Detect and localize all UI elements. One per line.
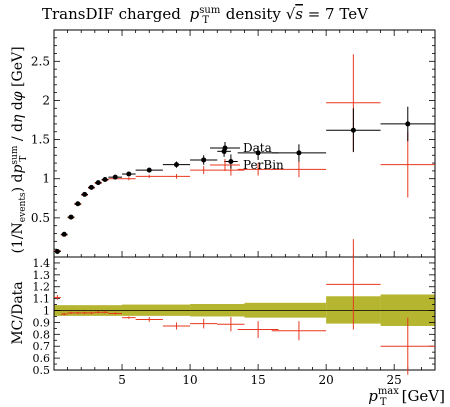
lower-y-tick-label: 1.4 xyxy=(33,257,51,270)
perbin-point-9 xyxy=(122,177,136,181)
perbin-point-10 xyxy=(135,174,163,178)
ratio-perbin-point-5 xyxy=(88,311,95,315)
data-point-11 xyxy=(162,161,191,168)
data-point-12 xyxy=(190,155,218,165)
ratio-perbin-point-17 xyxy=(380,317,435,375)
legend-item-data: Data xyxy=(210,141,272,155)
ratio-perbin-point-7 xyxy=(101,311,109,314)
ratio-perbin-point-8 xyxy=(108,312,123,315)
x-tick-label: 5 xyxy=(118,373,126,387)
ratio-perbin-point-3 xyxy=(74,311,82,315)
upper-panel: 0.5 1 1.5 2 2.5 xyxy=(31,29,436,258)
lower-y-tick-label: 1.2 xyxy=(33,281,51,294)
x-axis-label: pmax T [GeV] xyxy=(368,386,445,407)
perbin-point-17 xyxy=(380,131,435,198)
legend-item-perbin: PerBin xyxy=(210,158,284,172)
ratio-perbin-point-13 xyxy=(217,317,245,332)
ratio-perbin-point-4 xyxy=(81,311,89,315)
data-point-6 xyxy=(94,180,102,186)
data-point-8 xyxy=(108,174,123,180)
ratio-perbin-point-1 xyxy=(60,312,68,316)
upper-y-tick-label: 2 xyxy=(42,93,50,107)
upper-y-tick-label: 1.5 xyxy=(31,133,50,147)
lower-y-tick-label: 0.6 xyxy=(33,352,51,365)
ratio-perbin-point-16 xyxy=(326,239,381,330)
upper-y-tick-label: 0.5 xyxy=(31,211,50,225)
data-point-1 xyxy=(60,231,68,237)
ratio-perbin-point-0 xyxy=(54,295,61,300)
perbin-point-15 xyxy=(271,161,327,178)
ratio-perbin-point-12 xyxy=(190,318,218,329)
chart-title: TransDIF charged psum T density √s = 7 Te… xyxy=(42,5,369,26)
data-point-2 xyxy=(67,214,75,220)
upper-y-tick-label: 2.5 xyxy=(31,54,50,68)
data-point-14 xyxy=(224,154,238,169)
lower-y-tick-label: 1.1 xyxy=(33,293,51,306)
lower-y-axis-label: MC/Data xyxy=(10,281,26,344)
upper-y-axis-label: (1/Nevents) dpsumT / dη dφ [GeV] xyxy=(10,46,29,253)
x-tick-label: 25 xyxy=(387,373,402,387)
ratio-perbin-point-11 xyxy=(162,322,191,330)
data-point-18 xyxy=(380,106,435,142)
lower-panel: 5 10 15 20 250.50.60.70.80.911.11.21.31.4 xyxy=(33,30,436,387)
lower-y-tick-label: 0.5 xyxy=(33,364,51,377)
legend-label-perbin: PerBin xyxy=(243,158,284,172)
data-point-0 xyxy=(54,249,61,255)
data-point-5 xyxy=(88,184,95,190)
data-point-16 xyxy=(271,144,327,162)
data-point-3 xyxy=(74,201,82,207)
legend: Data PerBin xyxy=(210,141,284,172)
data-point-7 xyxy=(101,177,109,183)
lower-y-tick-label: 1.3 xyxy=(33,269,51,282)
perbin-point-12 xyxy=(190,166,218,175)
ratio-perbin-point-9 xyxy=(122,316,136,319)
lower-y-tick-label: 0.9 xyxy=(33,316,51,329)
data-point-9 xyxy=(122,171,136,177)
ratio-perbin-point-14 xyxy=(237,321,279,338)
x-tick-label: 15 xyxy=(250,373,265,387)
lower-y-tick-label: 1 xyxy=(43,305,50,318)
lower-y-tick-label: 0.8 xyxy=(33,328,51,341)
x-tick-label: 20 xyxy=(319,373,334,387)
x-tick-label: 10 xyxy=(182,373,197,387)
ratio-perbin-point-15 xyxy=(271,321,327,341)
perbin-point-11 xyxy=(162,174,191,179)
lower-y-tick-label: 0.7 xyxy=(33,340,51,353)
data-point-17 xyxy=(326,108,381,153)
data-point-10 xyxy=(135,167,163,173)
data-point-4 xyxy=(81,191,89,197)
ratio-perbin-point-2 xyxy=(67,311,75,315)
ratio-perbin-point-10 xyxy=(135,317,163,322)
upper-y-tick-label: 1 xyxy=(42,172,50,186)
ratio-perbin-point-6 xyxy=(94,311,102,314)
legend-label-data: Data xyxy=(243,141,272,155)
